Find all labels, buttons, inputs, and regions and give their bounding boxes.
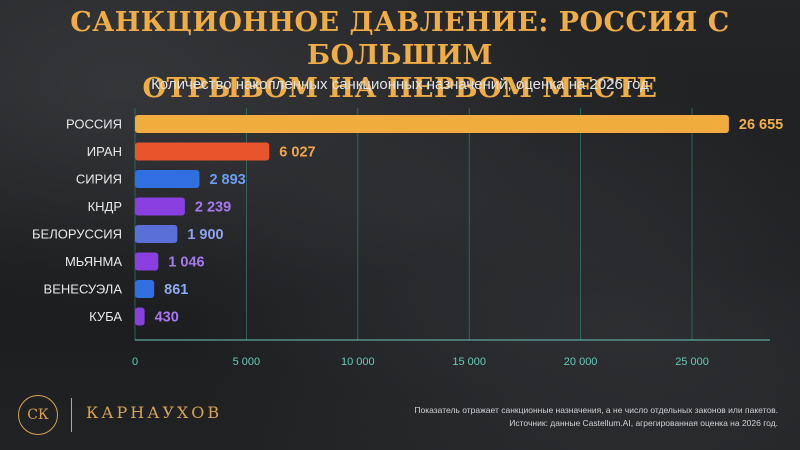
footnote-line-2: Источник: данные Castellum.AI, агрегиров…	[509, 418, 778, 428]
logo-text: СК	[27, 407, 49, 423]
x-tick-label: 5 000	[233, 356, 261, 368]
bar	[135, 115, 729, 133]
bar	[135, 252, 159, 271]
data-label: 1 900	[187, 227, 223, 243]
category-label: МЬЯНМА	[65, 254, 122, 269]
chart-subtitle: Количество накопленных санкционных назна…	[151, 76, 649, 93]
data-label: 430	[155, 310, 179, 326]
bar	[135, 170, 200, 188]
x-tick-label: 10 000	[341, 356, 375, 368]
category-label: КУБА	[89, 309, 122, 324]
data-label: 6 027	[279, 145, 315, 161]
category-label: КНДР	[88, 199, 122, 214]
footnote: Показатель отражает санкционные назначен…	[414, 404, 778, 430]
x-tick-label: 25 000	[675, 356, 709, 368]
data-label: 2 239	[195, 200, 231, 216]
category-label: БЕЛОРУССИЯ	[32, 227, 122, 242]
bar	[135, 197, 185, 216]
brand-logo: СК	[18, 395, 58, 435]
brand-name: КАРНАУХОВ	[86, 403, 223, 422]
data-label: 861	[164, 282, 188, 298]
title-line-2: ОТРЫВОМ НА ПЕРВОМ МЕСТЕ	[142, 73, 658, 104]
data-label: 1 046	[168, 255, 204, 271]
bar	[135, 307, 145, 326]
chart-title: САНКЦИОННОЕ ДАВЛЕНИЕ: РОССИЯ С БОЛЬШИМ О…	[0, 6, 800, 105]
data-label: 26 655	[739, 117, 783, 133]
bar	[135, 280, 155, 298]
bar	[135, 142, 270, 161]
title-line-1: САНКЦИОННОЕ ДАВЛЕНИЕ: РОССИЯ С БОЛЬШИМ	[70, 7, 730, 71]
category-label: СИРИЯ	[76, 172, 122, 187]
bar	[135, 225, 178, 243]
data-label: 2 893	[209, 172, 245, 188]
x-tick-label: 20 000	[564, 356, 598, 368]
category-label: ИРАН	[87, 144, 122, 159]
footnote-line-1: Показатель отражает санкционные назначен…	[414, 405, 778, 415]
brand-divider	[71, 398, 72, 432]
category-label: ВЕНЕСУЭЛА	[44, 282, 123, 297]
x-tick-label: 0	[132, 356, 138, 368]
x-tick-label: 15 000	[452, 356, 486, 368]
category-label: РОССИЯ	[66, 117, 122, 132]
